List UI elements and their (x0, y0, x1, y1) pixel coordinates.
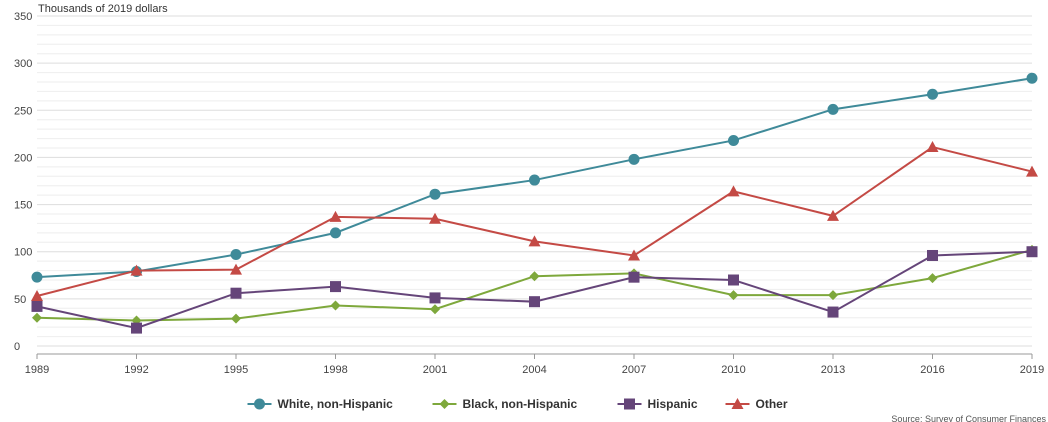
x-tick-label: 2001 (423, 364, 447, 376)
legend-item-white-non-hispanic: White, non-Hispanic (247, 397, 394, 411)
x-tick-label: 2007 (622, 364, 646, 376)
data-point-black-non-hispanic (231, 313, 241, 324)
x-tick-label: 2013 (821, 364, 845, 376)
data-point-white-non-hispanic (1026, 72, 1038, 84)
legend-item-hispanic: Hispanic (617, 397, 698, 411)
data-point-white-non-hispanic (927, 88, 938, 100)
legend-marker (731, 398, 744, 409)
data-point-hispanic (1026, 246, 1038, 258)
data-point-black-non-hispanic (927, 273, 938, 284)
x-tick-label: 2019 (1020, 364, 1044, 376)
data-point-other (528, 235, 541, 247)
series-other (31, 141, 1038, 302)
data-point-hispanic (628, 271, 640, 283)
data-point-white-non-hispanic (429, 188, 441, 200)
data-point-other (926, 141, 939, 153)
plot-area (31, 72, 1038, 334)
data-point-black-non-hispanic (330, 300, 341, 311)
data-point-white-non-hispanic (330, 227, 341, 239)
data-point-black-non-hispanic (828, 290, 838, 301)
series-hispanic (31, 246, 1038, 334)
data-point-white-non-hispanic (529, 174, 540, 186)
data-point-other (31, 290, 43, 302)
legend-label: Other (756, 397, 788, 411)
data-point-black-non-hispanic (529, 271, 540, 282)
legend-label: Hispanic (648, 397, 698, 411)
gridlines: 0 50 100 150 200 250 300 350 (14, 11, 1032, 353)
x-tick-label: 1989 (25, 364, 49, 376)
legend-label: Black, non-Hispanic (463, 397, 578, 411)
y-tick-label: 350 (14, 11, 32, 23)
data-point-black-non-hispanic (430, 304, 440, 315)
data-point-hispanic (330, 281, 341, 293)
x-tick-label: 1998 (323, 364, 347, 376)
y-tick-label: 50 (14, 294, 26, 306)
data-point-hispanic (927, 249, 938, 261)
legend-item-black-non-hispanic: Black, non-Hispanic (432, 397, 578, 411)
legend-marker (439, 399, 450, 409)
data-point-white-non-hispanic (230, 249, 242, 261)
data-point-black-non-hispanic (728, 290, 739, 301)
x-axis: 1989 1992 1995 1998 2001 2004 2007 2010 2013 2016… (25, 353, 1044, 376)
data-point-hispanic (529, 296, 540, 308)
x-tick-label: 1995 (224, 364, 248, 376)
y-tick-label: 150 (14, 200, 32, 212)
data-point-white-non-hispanic (628, 153, 640, 165)
data-point-hispanic (728, 274, 739, 286)
data-point-white-non-hispanic (728, 134, 739, 146)
series-black-non-hispanic (32, 244, 1037, 326)
legend: White, non-Hispanic Black, non-Hispanic Hi… (247, 397, 788, 411)
data-point-white-non-hispanic (827, 103, 839, 115)
data-point-other (727, 185, 740, 197)
data-point-hispanic (429, 292, 441, 304)
data-point-hispanic (230, 287, 242, 299)
data-point-white-non-hispanic (31, 271, 43, 283)
data-point-other (130, 264, 143, 276)
source-note: Source: Survey of Consumer Finances (891, 414, 1046, 422)
data-point-other (827, 209, 839, 221)
legend-label: White, non-Hispanic (278, 397, 394, 411)
legend-marker (254, 398, 265, 410)
y-tick-label: 100 (14, 247, 32, 259)
data-point-other (1026, 165, 1038, 177)
legend-marker (624, 398, 635, 410)
data-point-other (628, 249, 640, 261)
y-tick-label: 0 (14, 341, 20, 353)
y-tick-label: 200 (14, 152, 32, 164)
x-tick-label: 1992 (124, 364, 148, 376)
legend-item-other: Other (725, 397, 788, 411)
y-tick-label: 300 (14, 58, 32, 70)
data-point-hispanic (31, 300, 43, 312)
data-point-black-non-hispanic (32, 312, 42, 323)
data-point-hispanic (827, 306, 839, 318)
y-axis-unit-label: Thousands of 2019 dollars (38, 3, 168, 15)
x-tick-label: 2010 (721, 364, 745, 376)
data-point-other (230, 263, 242, 275)
series-white-non-hispanic (31, 72, 1038, 283)
data-point-other (429, 212, 441, 224)
x-tick-label: 2004 (522, 364, 546, 376)
data-point-hispanic (131, 322, 142, 334)
data-point-other (329, 210, 342, 222)
y-tick-label: 250 (14, 105, 32, 117)
x-tick-label: 2016 (920, 364, 944, 376)
